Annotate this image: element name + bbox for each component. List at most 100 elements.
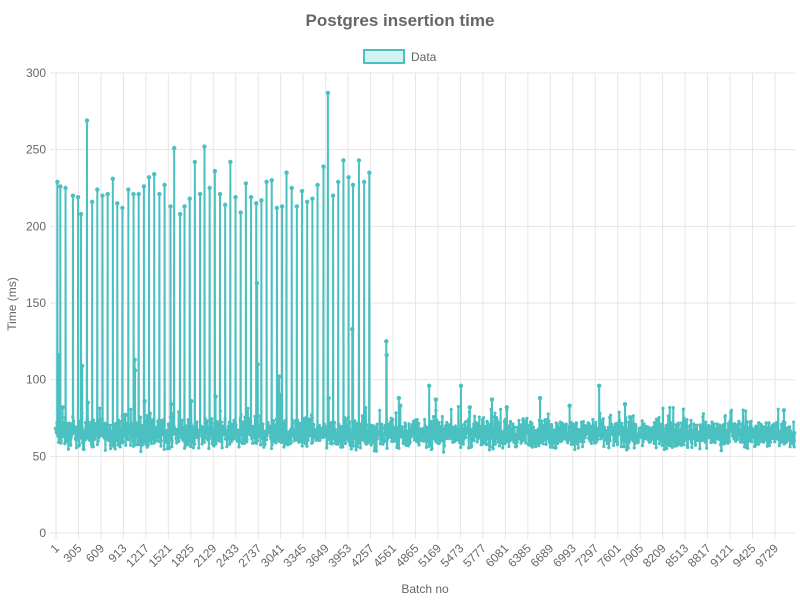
data-point[interactable] [606,430,611,435]
data-point[interactable] [684,436,689,440]
data-point[interactable] [325,441,329,446]
data-point[interactable] [693,443,698,447]
data-point[interactable] [149,423,153,428]
data-point[interactable] [305,444,309,448]
data-point[interactable] [460,426,465,431]
data-point[interactable] [120,414,124,418]
data-point[interactable] [430,446,434,451]
data-point[interactable] [434,409,438,413]
data-point[interactable] [88,430,92,434]
data-point[interactable] [657,437,661,441]
data-point[interactable] [415,417,419,422]
data-point[interactable] [476,421,480,425]
data-point[interactable] [93,437,97,441]
data-point[interactable] [616,424,620,429]
data-point-spike[interactable] [60,405,65,410]
data-point[interactable] [147,430,151,434]
data-point[interactable] [303,438,307,442]
data-point[interactable] [347,439,351,444]
data-point[interactable] [493,411,497,415]
data-point-spike[interactable] [142,398,147,404]
data-point[interactable] [260,431,264,435]
data-point[interactable] [784,432,788,436]
data-point[interactable] [130,436,135,440]
data-point[interactable] [104,434,108,438]
data-point[interactable] [648,440,653,444]
data-point[interactable] [300,423,305,427]
data-point[interactable] [180,418,184,422]
data-point[interactable] [85,417,89,421]
data-point[interactable] [98,406,102,410]
data-point[interactable] [375,437,379,441]
data-point[interactable] [544,442,548,446]
data-point[interactable] [655,431,659,435]
data-point[interactable] [232,427,236,431]
data-point[interactable] [643,428,647,432]
data-point[interactable] [647,431,651,435]
data-point[interactable] [186,443,191,447]
data-point[interactable] [102,430,106,434]
data-point[interactable] [705,446,709,450]
data-point-spike[interactable] [217,191,223,197]
data-point[interactable] [535,431,539,435]
data-point[interactable] [653,438,658,442]
data-point[interactable] [162,447,166,451]
data-point[interactable] [519,441,523,445]
data-point[interactable] [699,439,703,443]
data-point[interactable] [353,434,357,439]
data-point[interactable] [468,433,472,437]
data-point[interactable] [463,420,468,424]
data-point[interactable] [367,439,371,443]
data-point[interactable] [792,445,796,449]
data-point[interactable] [112,424,116,428]
data-point[interactable] [128,427,132,431]
data-point[interactable] [170,440,174,444]
data-point[interactable] [726,421,730,426]
data-point[interactable] [121,439,125,443]
data-point[interactable] [243,415,247,419]
data-point[interactable] [576,446,580,450]
data-point-spike[interactable] [70,193,76,198]
data-point[interactable] [503,433,507,437]
data-point[interactable] [522,419,527,423]
data-point-spike[interactable] [238,210,243,215]
data-point[interactable] [309,430,313,435]
data-point[interactable] [313,435,317,439]
data-point[interactable] [559,435,564,439]
data-point[interactable] [148,411,152,415]
data-point[interactable] [515,425,520,429]
data-point[interactable] [156,435,160,440]
data-point[interactable] [397,446,401,450]
data-point[interactable] [632,428,636,433]
data-point-spike[interactable] [57,352,62,358]
data-point[interactable] [149,441,154,446]
data-point[interactable] [324,428,328,432]
data-point[interactable] [62,428,66,432]
data-point[interactable] [342,429,346,433]
data-point[interactable] [540,419,544,423]
legend-swatch[interactable] [363,49,405,64]
data-point[interactable] [482,428,486,432]
data-point[interactable] [659,422,663,427]
data-point[interactable] [632,446,636,450]
data-point[interactable] [605,438,609,442]
data-point[interactable] [701,412,706,416]
data-point[interactable] [236,428,240,432]
data-point[interactable] [86,427,90,431]
data-point[interactable] [693,436,697,441]
data-point[interactable] [597,433,601,437]
data-point[interactable] [378,442,382,446]
data-point[interactable] [69,435,73,439]
data-point[interactable] [369,431,373,435]
data-point[interactable] [253,414,257,418]
data-point[interactable] [103,448,107,452]
data-point[interactable] [339,434,343,439]
data-point[interactable] [82,447,86,452]
data-point[interactable] [607,446,611,450]
data-point[interactable] [257,427,261,432]
data-point-spike[interactable] [325,90,331,96]
data-point[interactable] [262,445,266,449]
data-point[interactable] [564,430,568,434]
data-point[interactable] [776,420,780,425]
data-point[interactable] [174,431,178,435]
